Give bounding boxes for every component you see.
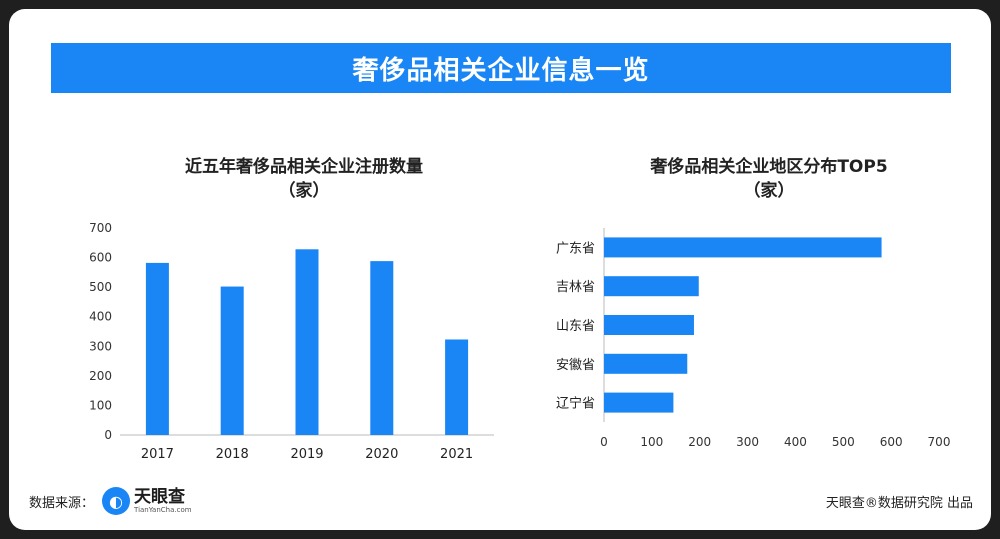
x-tick-label: 500 xyxy=(832,435,855,449)
x-tick-label: 2020 xyxy=(365,447,398,462)
y-tick-label: 100 xyxy=(89,398,112,412)
banner-title: 奢侈品相关企业信息一览 xyxy=(51,43,951,93)
y-tick-label: 广东省 xyxy=(556,241,595,256)
x-tick-label: 2018 xyxy=(216,447,249,462)
x-tick-label: 2021 xyxy=(440,447,473,462)
left-chart-unit: （家） xyxy=(278,181,330,201)
bar-2017 xyxy=(145,262,169,435)
y-tick-label: 300 xyxy=(89,339,112,353)
x-tick-label: 700 xyxy=(928,435,951,449)
source-label: 数据来源： xyxy=(29,495,95,511)
tianyancha-logo-icon: ◐ xyxy=(102,487,131,515)
y-tick-label: 400 xyxy=(89,310,112,324)
x-tick-label: 2017 xyxy=(141,447,174,462)
credit-text: 天眼查®数据研究院 出品 xyxy=(825,496,973,511)
bar-2019 xyxy=(295,249,319,435)
y-tick-label: 吉林省 xyxy=(556,280,595,295)
left-chart-title-text: 近五年奢侈品相关企业注册数量 xyxy=(185,157,423,177)
right-chart-title-text: 奢侈品相关企业地区分布TOP5 xyxy=(650,157,888,177)
y-tick-label: 700 xyxy=(89,221,112,235)
x-tick-label: 600 xyxy=(880,435,903,449)
right-chart-unit: （家） xyxy=(743,181,795,201)
logo-name: 天眼查 xyxy=(134,486,186,507)
y-tick-label: 200 xyxy=(89,369,112,383)
x-tick-label: 300 xyxy=(736,435,759,449)
bar-山东省 xyxy=(604,315,694,335)
bar-安徽省 xyxy=(604,353,688,374)
poster-frame: 奢侈品相关企业信息一览 近五年奢侈品相关企业注册数量 （家） 奢侈品相关企业地区… xyxy=(9,9,991,530)
bar-辽宁省 xyxy=(604,392,674,413)
bar-吉林省 xyxy=(604,276,699,297)
y-tick-label: 0 xyxy=(104,428,112,442)
y-tick-label: 600 xyxy=(89,251,112,265)
tianyancha-logo: ◐ 天眼查 TianYanCha.com xyxy=(102,487,192,515)
x-tick-label: 200 xyxy=(688,435,711,449)
y-tick-label: 山东省 xyxy=(556,319,595,334)
bar-2020 xyxy=(370,261,394,435)
x-tick-label: 400 xyxy=(784,435,807,449)
data-source: 数据来源： ◐ 天眼查 TianYanCha.com xyxy=(29,487,192,515)
x-tick-label: 0 xyxy=(600,435,608,449)
registration-bar-chart: 0 100 200 300 400 500 600 700 2017 2018 2019 2020 20… xyxy=(89,221,494,462)
y-tick-label: 500 xyxy=(89,280,112,294)
logo-subtext: TianYanCha.com xyxy=(134,505,192,514)
x-tick-label: 100 xyxy=(640,435,663,449)
left-chart-title: 近五年奢侈品相关企业注册数量 （家） xyxy=(129,155,479,203)
y-tick-label: 安徽省 xyxy=(556,358,595,373)
y-tick-label: 辽宁省 xyxy=(556,396,595,412)
bar-广东省 xyxy=(604,237,882,258)
x-tick-label: 2019 xyxy=(290,447,323,462)
bar-2021 xyxy=(445,339,469,435)
bar-2018 xyxy=(220,286,244,435)
right-chart-title: 奢侈品相关企业地区分布TOP5 （家） xyxy=(589,155,949,203)
